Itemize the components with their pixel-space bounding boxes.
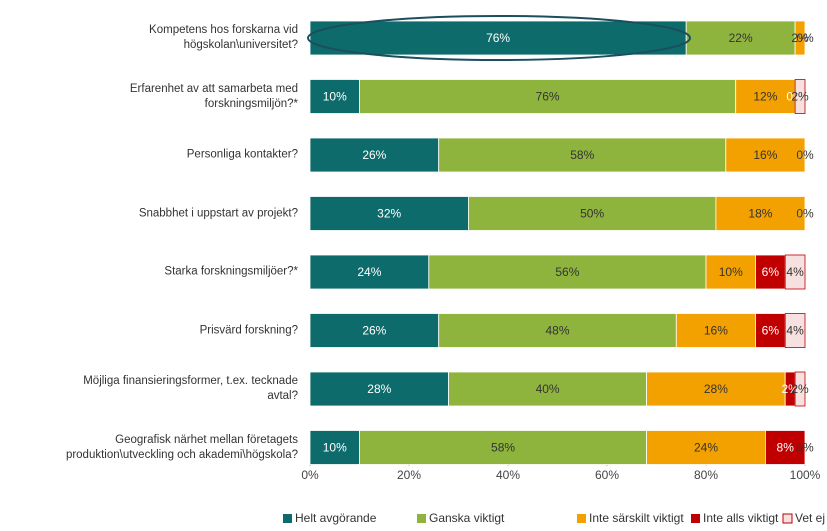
value-label: 0% — [796, 441, 814, 455]
legend-swatch — [283, 514, 292, 523]
bar-segment — [359, 430, 648, 465]
x-tick-label: 0% — [301, 468, 319, 482]
bar-segment — [428, 254, 707, 290]
bar-segment — [309, 137, 440, 173]
value-label: 48% — [545, 324, 569, 338]
value-label: 76% — [536, 90, 560, 104]
bar-segment — [794, 20, 806, 56]
legend-label: Inte alls viktigt — [703, 511, 779, 525]
value-label: 40% — [536, 382, 560, 396]
value-label: 58% — [491, 441, 515, 455]
value-label: 0% — [796, 148, 814, 162]
value-label: 28% — [704, 382, 728, 396]
legend-label: Ganska viktigt — [429, 511, 505, 525]
legend-swatch — [691, 514, 700, 523]
highlight-ellipse — [307, 15, 691, 61]
category-label: Erfarenhet av att samarbeta med forsknin… — [129, 82, 298, 110]
legend-swatch — [577, 514, 586, 523]
bar-segment — [675, 313, 756, 348]
x-tick-label: 60% — [595, 468, 619, 482]
bar-segment — [765, 430, 806, 465]
value-label: 50% — [580, 207, 604, 221]
legend-label: Helt avgörande — [295, 511, 377, 525]
category-label: Personliga kontakter? — [186, 148, 298, 161]
legend-swatch — [782, 513, 793, 524]
value-label: 24% — [694, 441, 718, 455]
bar-segment — [438, 137, 727, 173]
value-label: 4% — [786, 265, 804, 279]
x-tick-label: 100% — [790, 468, 821, 482]
bar-segment — [794, 79, 806, 114]
value-label: 16% — [753, 148, 777, 162]
value-label: 10% — [323, 90, 347, 104]
category-label: Kompetens hos forskarna vid högskolan\un… — [149, 24, 298, 51]
category-label: Prisvärd forskning? — [199, 324, 298, 336]
bar-segment — [646, 430, 766, 465]
value-label: 76% — [486, 31, 510, 45]
x-tick-label: 80% — [694, 468, 718, 482]
value-label: 2% — [791, 31, 809, 45]
value-label: 18% — [748, 207, 772, 221]
legend-label: Vet ej — [795, 511, 825, 525]
category-label: Geografisk närhet mellan företagets prod… — [65, 433, 298, 461]
bar-segment — [794, 371, 806, 407]
x-tick-label: 40% — [496, 468, 520, 482]
value-label: 56% — [555, 265, 579, 279]
legend-label: Inte särskilt viktigt — [589, 511, 684, 525]
value-label: 26% — [362, 324, 386, 338]
value-label: 8% — [777, 441, 795, 455]
value-label: 22% — [729, 31, 753, 45]
value-label: 12% — [753, 90, 777, 104]
value-label: 2% — [791, 382, 809, 396]
value-label: 0% — [796, 207, 814, 221]
bar-segment — [359, 79, 737, 114]
value-label: 24% — [357, 265, 381, 279]
value-label: 28% — [367, 382, 391, 396]
value-label: 6% — [762, 265, 780, 279]
bar-segment — [735, 79, 796, 114]
bar-segment — [784, 254, 806, 290]
bar-segment — [309, 20, 687, 56]
bar-segment — [309, 196, 469, 231]
x-tick-label: 20% — [397, 468, 421, 482]
value-label: 10% — [323, 441, 347, 455]
bar-segment — [685, 20, 796, 56]
bar-segment — [705, 254, 756, 290]
bar-segment — [755, 313, 786, 348]
bar-segment — [784, 313, 806, 348]
value-label: 58% — [570, 148, 594, 162]
value-label: 6% — [762, 324, 780, 338]
value-label: 0% — [796, 148, 814, 162]
value-label: 4% — [786, 324, 804, 338]
legend-swatch — [417, 514, 426, 523]
value-label: 0% — [796, 31, 814, 45]
value-label: 32% — [377, 207, 401, 221]
bar-segment — [309, 371, 450, 407]
bar-segment — [309, 254, 430, 290]
value-label: 10% — [719, 265, 743, 279]
bar-segment — [448, 371, 648, 407]
value-label: 0% — [796, 207, 814, 221]
category-label: Möjliga finansieringsformer, t.ex. teckn… — [83, 375, 298, 402]
value-label: 0% — [796, 31, 814, 45]
bar-segment — [467, 196, 717, 231]
value-label: 2% — [791, 90, 809, 104]
bar-segment — [755, 254, 786, 290]
category-label: Starka forskningsmiljöer?* — [164, 265, 298, 278]
bar-segment — [715, 196, 806, 231]
category-label: Snabbhet i uppstart av projekt? — [138, 207, 298, 219]
bar-segment — [725, 137, 806, 173]
value-label: 16% — [704, 324, 728, 338]
bar-segment — [646, 371, 786, 407]
value-label: 26% — [362, 148, 386, 162]
bar-segment — [309, 79, 360, 114]
